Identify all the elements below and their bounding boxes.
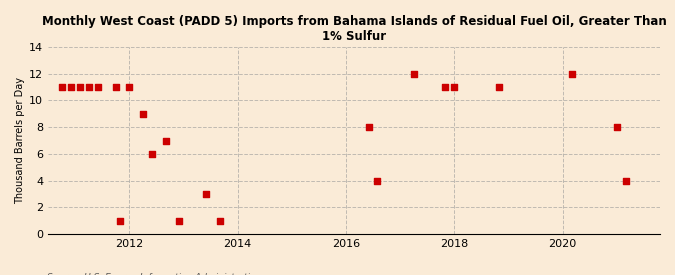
- Point: [115, 219, 126, 223]
- Point: [74, 85, 85, 89]
- Point: [449, 85, 460, 89]
- Point: [111, 85, 122, 89]
- Point: [124, 85, 135, 89]
- Point: [138, 112, 148, 116]
- Point: [173, 219, 184, 223]
- Point: [620, 178, 631, 183]
- Y-axis label: Thousand Barrels per Day: Thousand Barrels per Day: [15, 77, 25, 204]
- Point: [408, 72, 419, 76]
- Point: [92, 85, 103, 89]
- Point: [146, 152, 157, 156]
- Point: [83, 85, 94, 89]
- Point: [612, 125, 622, 129]
- Point: [65, 85, 76, 89]
- Point: [372, 178, 383, 183]
- Point: [160, 138, 171, 143]
- Text: Source: U.S. Energy Information Administration: Source: U.S. Energy Information Administ…: [47, 274, 261, 275]
- Title: Monthly West Coast (PADD 5) Imports from Bahama Islands of Residual Fuel Oil, Gr: Monthly West Coast (PADD 5) Imports from…: [42, 15, 666, 43]
- Point: [201, 192, 212, 196]
- Point: [215, 219, 225, 223]
- Point: [363, 125, 374, 129]
- Point: [566, 72, 577, 76]
- Point: [439, 85, 450, 89]
- Point: [494, 85, 505, 89]
- Point: [56, 85, 67, 89]
